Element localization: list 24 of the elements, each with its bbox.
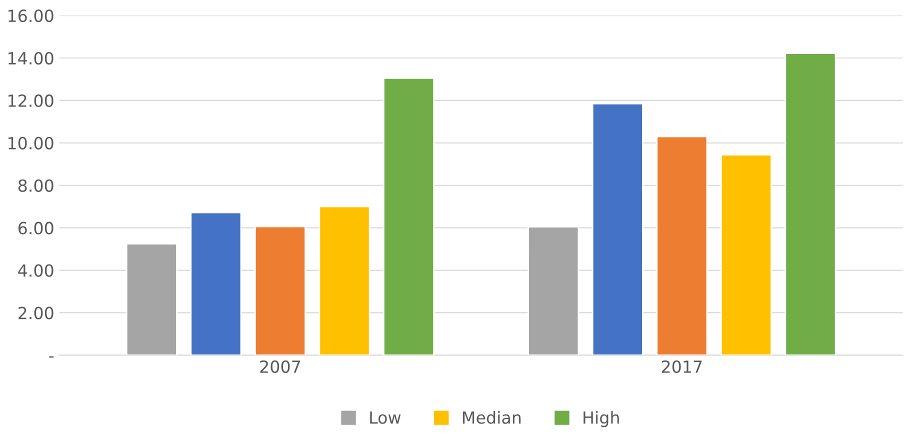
bar [318, 206, 370, 356]
x-tick-label: 2007 [260, 360, 300, 373]
x-tick-label: 2017 [662, 360, 702, 373]
bar [528, 226, 580, 356]
y-tick-label: - [49, 356, 54, 358]
y-tick-label: 10.00 [8, 136, 54, 150]
y-tick-label: 6.00 [18, 222, 54, 234]
legend-label: High [584, 410, 619, 428]
y-tick-label: 4.00 [18, 264, 54, 277]
bar [126, 243, 178, 356]
legend-label: Median [462, 410, 521, 424]
bar [720, 154, 772, 356]
bar [784, 52, 836, 356]
bar [190, 212, 242, 356]
y-tick-label: 12.00 [8, 94, 54, 108]
y-tick-label: 16.00 [8, 10, 54, 22]
bar [254, 226, 306, 356]
y-tick-label: 8.00 [18, 179, 54, 192]
bar [383, 77, 435, 356]
legend-label: Low [370, 411, 401, 424]
bar [656, 136, 708, 356]
bar [592, 102, 644, 356]
y-tick-label: 2.00 [18, 306, 54, 320]
y-tick-label: 14.00 [8, 52, 54, 65]
